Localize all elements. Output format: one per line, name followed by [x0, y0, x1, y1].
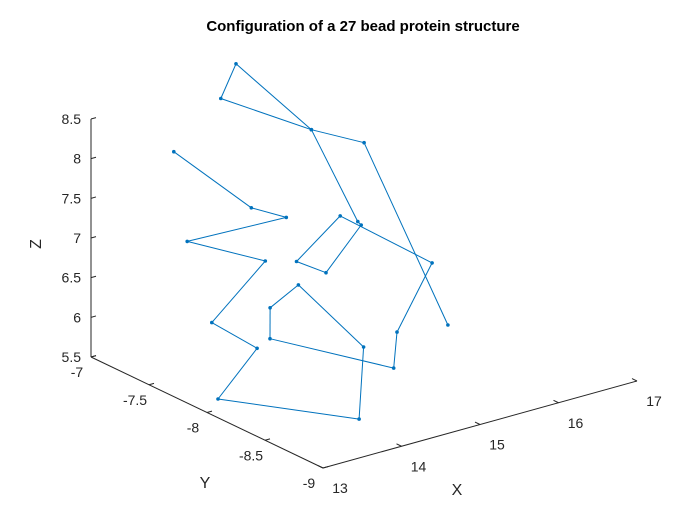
bead-point	[185, 239, 189, 244]
z-tick-label: 7.5	[62, 190, 82, 206]
bead-point	[216, 397, 220, 401]
chart-title: Configuration of a 27 bead protein struc…	[206, 18, 519, 35]
bead-point	[391, 366, 396, 370]
z-axis-label: Z	[28, 239, 45, 249]
bead-point	[284, 215, 289, 220]
chain-segment	[269, 338, 394, 369]
chain-segment	[358, 346, 365, 420]
z-tick-mark	[90, 196, 97, 199]
chain-segment	[269, 284, 299, 309]
bead-point	[309, 127, 314, 132]
x-tick-mark	[474, 421, 481, 425]
bead-point	[234, 62, 238, 66]
y-tick-mark	[148, 382, 155, 386]
bead-point	[362, 140, 366, 145]
bead-point	[357, 417, 361, 421]
x-axis-ticks: 13 14 15 16 17	[317, 378, 662, 496]
z-tick-label: 5.5	[62, 349, 82, 365]
chain-segment	[217, 347, 258, 400]
x-tick-mark	[317, 465, 324, 469]
y-tick-mark	[90, 355, 97, 358]
chain-segment	[251, 207, 287, 218]
y-tick-label: -7.5	[123, 392, 147, 408]
bead-point	[324, 270, 328, 275]
y-axis-label: Y	[200, 475, 211, 492]
chain-segment	[220, 63, 237, 99]
bead-point	[210, 320, 214, 325]
x-tick-label: 17	[646, 393, 662, 409]
bead-point	[268, 336, 272, 341]
chain-segment	[339, 215, 433, 264]
y-tick-label: -7	[71, 364, 84, 380]
bead-point	[446, 323, 450, 327]
z-tick-mark	[90, 117, 97, 120]
chain-segment	[187, 216, 287, 242]
bead-point	[338, 214, 343, 218]
x-tick-mark	[553, 399, 559, 404]
chain-segment	[217, 398, 360, 420]
x-tick-label: 14	[411, 458, 427, 474]
chain-segment	[311, 129, 365, 144]
chain-segment	[310, 129, 359, 222]
y-tick-mark	[322, 466, 329, 469]
z-tick-mark	[90, 275, 97, 279]
chain-segment	[211, 260, 266, 323]
x-axis-label: X	[452, 482, 463, 499]
z-tick-mark	[90, 236, 97, 239]
bead-point	[361, 345, 366, 349]
chain-segment	[396, 262, 433, 333]
chain-segment	[235, 63, 312, 131]
z-tick-mark	[90, 156, 97, 160]
x-tick-label: 15	[489, 437, 505, 453]
z-tick-label: 6.5	[62, 270, 82, 286]
y-tick-mark	[264, 438, 271, 441]
z-axis-ticks: 5.5 6 6.5 7 7.5 8 8.5	[62, 111, 97, 365]
chain-segment	[296, 215, 341, 262]
z-tick-label: 8	[73, 151, 81, 167]
bead-point	[356, 219, 360, 224]
chain-segment	[220, 98, 312, 131]
chain-segment	[173, 151, 252, 209]
z-tick-label: 8.5	[62, 111, 82, 127]
protein-chain-series	[172, 62, 450, 421]
y-tick-mark	[206, 410, 213, 413]
chain-segment	[325, 224, 362, 273]
chain-segment	[298, 284, 364, 348]
x-tick-label: 16	[568, 415, 584, 431]
z-tick-label: 6	[73, 309, 81, 325]
bead-point	[268, 306, 272, 310]
chain-segment	[211, 322, 258, 349]
x-tick-mark	[396, 443, 402, 447]
bead-point	[219, 96, 223, 101]
bead-point	[296, 283, 301, 287]
y-tick-label: -8.5	[239, 447, 263, 463]
z-tick-mark	[90, 315, 97, 318]
bead-point	[294, 259, 299, 264]
bead-point	[359, 223, 364, 227]
bead-point	[172, 149, 176, 154]
chain-segment	[296, 261, 327, 274]
bead-point	[395, 330, 399, 334]
x-tick-label: 13	[332, 480, 348, 496]
chain-segment	[187, 240, 266, 262]
bead-point	[249, 206, 254, 210]
z-tick-label: 7	[73, 230, 81, 246]
y-tick-label: -8	[187, 420, 200, 436]
y-axis-ticks: -7 -7.5 -8 -8.5 -9	[71, 355, 329, 491]
x-tick-mark	[631, 378, 638, 382]
bead-point	[263, 259, 268, 263]
bead-point	[255, 346, 259, 351]
y-tick-label: -9	[303, 475, 316, 491]
chain-segment	[363, 142, 449, 326]
chain-segment	[393, 332, 398, 369]
bead-point	[430, 261, 434, 265]
